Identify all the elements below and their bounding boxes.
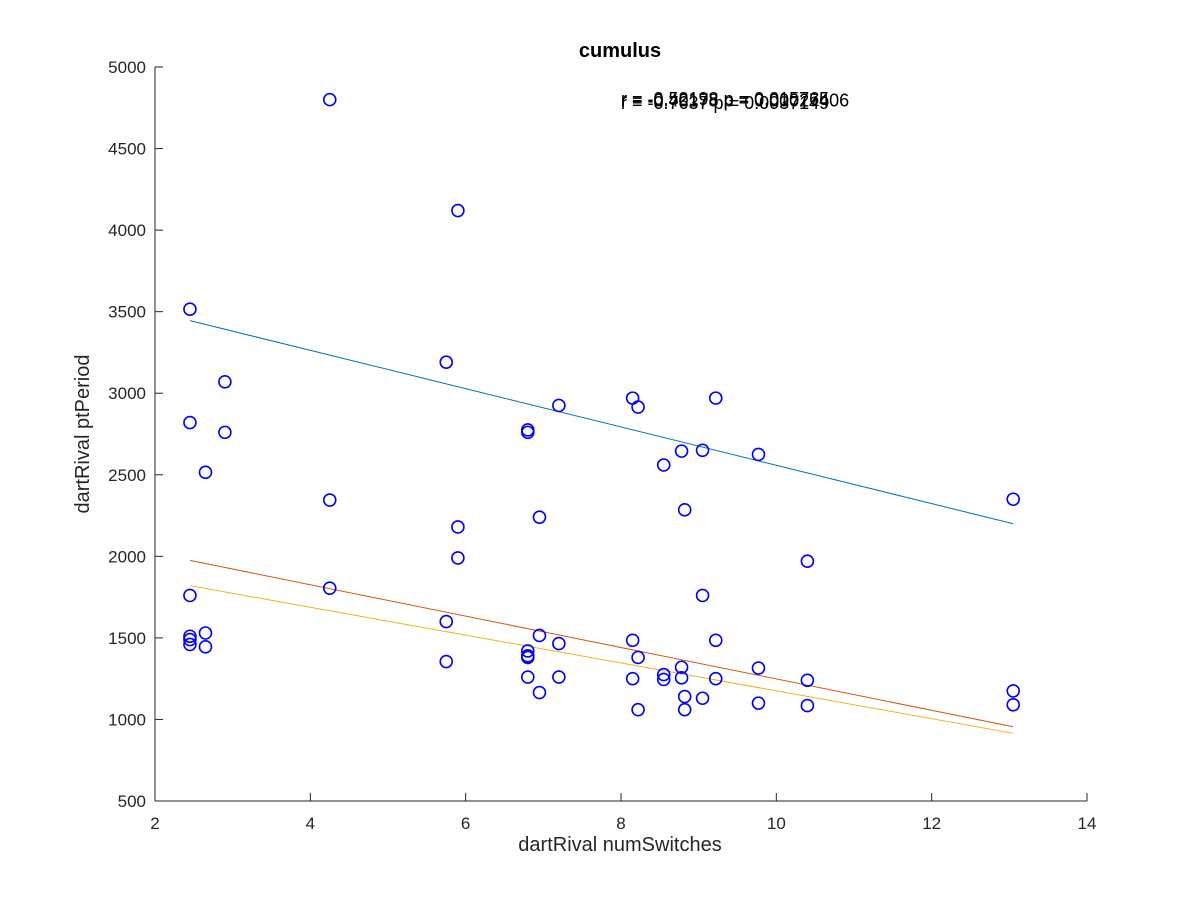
data-point (552, 398, 566, 413)
data-point (520, 650, 535, 665)
data-point (198, 626, 213, 640)
data-point (183, 302, 197, 317)
data-point (674, 444, 689, 458)
data-point (695, 588, 710, 603)
fit-line (189, 559, 1014, 728)
data-point (439, 614, 454, 629)
data-point (800, 554, 815, 569)
data-point (625, 391, 640, 405)
y-tick-label: 4500 (108, 140, 146, 159)
data-point (552, 636, 566, 651)
data-point (751, 661, 766, 675)
x-tick-label: 10 (767, 814, 786, 833)
data-point (708, 391, 723, 405)
y-tick-label: 1000 (108, 710, 146, 729)
data-point (751, 696, 766, 710)
data-point (677, 503, 692, 517)
data-point (183, 629, 197, 644)
data-point (183, 632, 197, 647)
data-point (322, 581, 337, 595)
data-point (451, 520, 465, 534)
data-point (631, 650, 645, 665)
y-tick-label: 4000 (108, 221, 146, 240)
data-point (625, 633, 640, 648)
data-point (183, 637, 197, 652)
data-point (1006, 492, 1021, 507)
data-point (532, 685, 547, 700)
y-tick-label: 5000 (108, 58, 146, 77)
data-point (439, 355, 454, 370)
data-point (520, 670, 535, 684)
data-point (1006, 684, 1021, 698)
correlation-annotation: r = -0.40178 p = 0.00027406 (621, 90, 849, 110)
x-tick-label: 14 (1078, 814, 1097, 833)
y-tick-label: 3500 (108, 303, 146, 322)
x-tick-label: 12 (922, 814, 941, 833)
data-point (532, 628, 547, 643)
data-point (439, 654, 454, 669)
data-point (674, 660, 689, 675)
data-point (451, 203, 465, 218)
data-point (631, 400, 645, 414)
data-point (677, 689, 692, 704)
data-point (451, 551, 465, 565)
data-point (520, 644, 535, 658)
data-point (656, 672, 671, 687)
data-point (218, 375, 232, 389)
x-tick-label: 8 (616, 814, 625, 833)
y-tick-label: 2000 (108, 547, 146, 566)
correlation-annotation: r = -0.52198 p = 0.015765 (621, 89, 829, 109)
data-point (656, 458, 671, 472)
x-tick-label: 4 (306, 814, 315, 833)
data-point (183, 415, 197, 430)
x-tick-label: 6 (461, 814, 470, 833)
y-tick-label: 2500 (108, 466, 146, 485)
chart-title: cumulus (579, 40, 661, 62)
data-point (198, 640, 213, 654)
data-point (625, 671, 640, 686)
data-point (218, 425, 232, 440)
data-point (656, 667, 671, 682)
data-point (520, 425, 535, 440)
data-point (800, 698, 815, 713)
data-point (695, 443, 710, 458)
x-tick-label: 2 (150, 814, 159, 833)
data-point (751, 447, 766, 462)
plot-area: 2 4 6 8 10 12 14 500 1000 1500 2000 2500 3000 3500 400… (108, 58, 1096, 833)
x-axis-label: dartRival numSwitches (518, 834, 721, 856)
data-point (708, 671, 723, 686)
data-point (322, 493, 337, 507)
y-tick-label: 500 (118, 792, 146, 811)
correlation-annotation: r = -0.7637 p = 0.0037149 (621, 93, 829, 113)
data-point (674, 671, 689, 685)
data-point (1006, 697, 1021, 712)
y-tick-label: 3000 (108, 384, 146, 403)
data-point (183, 588, 197, 603)
data-point (198, 465, 213, 480)
data-point (677, 702, 692, 717)
fit-line (189, 320, 1014, 525)
y-tick-label: 1500 (108, 629, 146, 648)
y-axis-label: dartRival ptPeriod (72, 355, 94, 514)
data-point (532, 510, 547, 524)
data-point (552, 670, 566, 684)
fit-line (189, 585, 1014, 734)
data-point (695, 691, 710, 706)
data-point (631, 702, 645, 717)
data-point (708, 633, 723, 648)
data-point (800, 673, 815, 688)
data-point (322, 92, 337, 107)
